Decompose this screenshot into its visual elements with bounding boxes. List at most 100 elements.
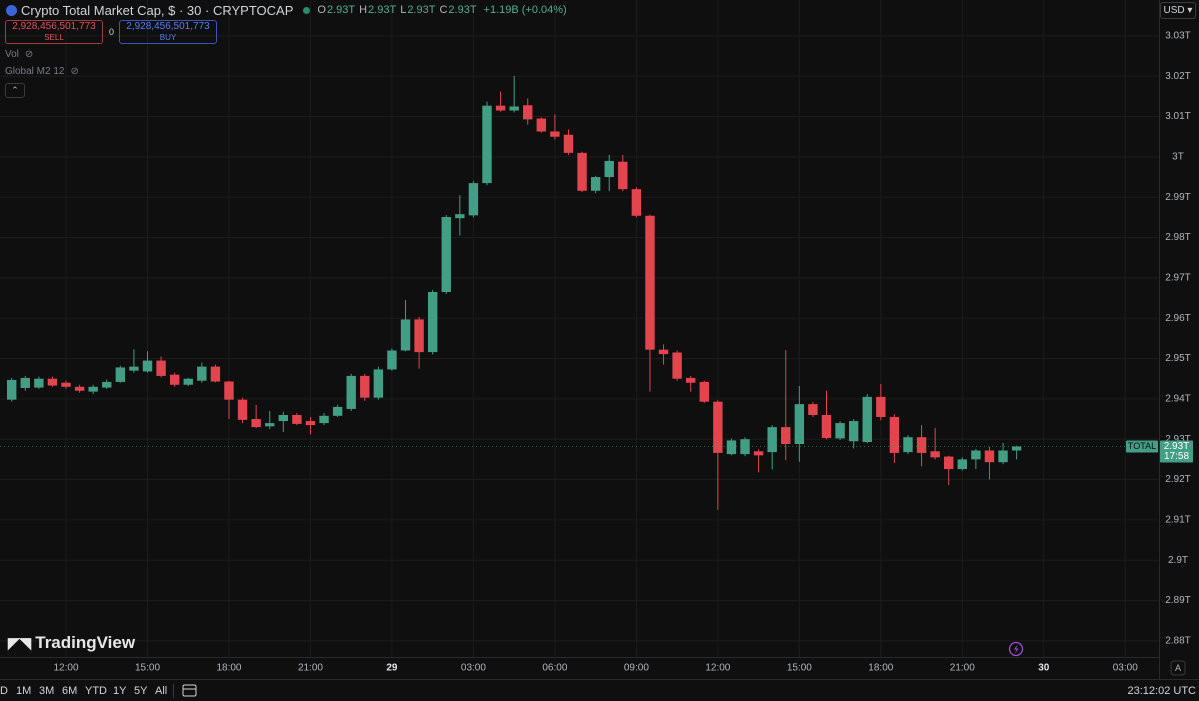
indicator-name: Vol	[5, 49, 19, 60]
ohlc-key: C	[439, 4, 448, 16]
range-button[interactable]: 3M	[39, 685, 55, 697]
y-tick-label: 2.89T	[1165, 595, 1191, 606]
candle-body	[1011, 446, 1022, 451]
x-tick-label: 29	[386, 663, 398, 674]
candle-body	[427, 292, 438, 353]
price-tag-box	[1160, 440, 1193, 463]
logo-mark: ◤◥	[7, 635, 35, 652]
candle-body	[550, 131, 560, 137]
symbol-tag-box	[1126, 440, 1158, 453]
candle-body	[862, 396, 872, 443]
candle-body	[876, 396, 886, 418]
candle-body	[332, 406, 343, 416]
range-button[interactable]: D	[0, 685, 8, 697]
x-tick-label: 12:00	[705, 663, 730, 674]
x-tick-label: 03:00	[1113, 663, 1138, 674]
candle-body	[903, 437, 913, 453]
candles	[7, 75, 1022, 510]
candle-body	[88, 386, 98, 392]
clock: 23:12:02 UTC	[1128, 685, 1197, 697]
x-tick-label: 03:00	[461, 663, 486, 674]
hidden-icon[interactable]: ⊘	[70, 66, 79, 77]
x-tick-label: 21:00	[950, 663, 975, 674]
candle-body	[767, 427, 777, 453]
indicator[interactable]: Global M2 12 ⊘	[5, 66, 79, 77]
candle-body	[563, 134, 574, 153]
y-tick-label: 2.96T	[1165, 313, 1191, 324]
candle-body	[305, 421, 316, 426]
candle-body	[47, 378, 58, 386]
range-button[interactable]: All	[155, 685, 168, 697]
y-tick-label: 2.97T	[1165, 273, 1191, 284]
candle-body	[658, 349, 669, 355]
candle-body	[808, 404, 818, 416]
ohlc-key: O	[317, 4, 326, 16]
candle-body	[984, 450, 995, 463]
candle-body	[971, 450, 981, 460]
range-button[interactable]: 1Y	[113, 685, 127, 697]
sell-button[interactable]: 2,928,456,501,773 SELL	[5, 20, 103, 44]
candle-body	[414, 319, 424, 353]
x-tick-label: 06:00	[542, 663, 567, 674]
candle-body	[400, 319, 411, 351]
y-tick-label: 2.9T	[1168, 555, 1188, 566]
x-tick-label: 09:00	[624, 663, 649, 674]
hidden-icon[interactable]: ⊘	[24, 49, 34, 60]
candle-body	[237, 399, 248, 420]
candle-body	[930, 451, 940, 458]
candle-body	[713, 401, 723, 453]
spread: 0	[109, 27, 115, 37]
candle-body	[210, 366, 221, 382]
indicator[interactable]: Vol ⊘	[5, 49, 33, 60]
y-tick-label: 2.88T	[1165, 636, 1191, 647]
candle-body	[944, 456, 954, 470]
candle-body	[169, 374, 180, 385]
range-button[interactable]: 6M	[62, 685, 78, 697]
candle-body	[889, 417, 900, 453]
ohlc-key: H	[359, 4, 368, 16]
candle-body	[495, 105, 506, 111]
candle-body	[509, 106, 519, 111]
sell-price: 2,928,456,501,773	[12, 21, 96, 32]
buy-button[interactable]: 2,928,456,501,773 BUY	[119, 20, 217, 44]
date-range-icon[interactable]	[182, 684, 197, 697]
candle-body	[957, 459, 967, 470]
ohlc: O 2.93T H 2.93T L 2.93T C 2.93T	[317, 4, 479, 16]
candle-body	[455, 214, 465, 219]
range-button[interactable]: 5Y	[134, 685, 148, 697]
candle-body	[61, 382, 71, 387]
buy-price: 2,928,456,501,773	[126, 21, 210, 32]
candle-body	[183, 378, 193, 385]
candle-body	[794, 404, 805, 445]
candle-body	[848, 421, 859, 442]
candle-body	[781, 427, 791, 445]
x-tick-label: 18:00	[216, 663, 241, 674]
currency-select[interactable]: USD ▾	[1160, 2, 1196, 19]
y-tick-label: 2.99T	[1165, 192, 1191, 203]
y-tick-label: 3.01T	[1165, 111, 1191, 122]
ohlc-value: 2.93T	[368, 4, 397, 16]
logo-word: TradingView	[35, 633, 136, 652]
candle-body	[265, 423, 275, 427]
symbol-icon	[6, 4, 17, 16]
candle-body	[102, 381, 112, 388]
candle-body	[156, 360, 166, 376]
auto-scale-label: A	[1175, 663, 1181, 673]
candle-body	[536, 118, 547, 132]
candle-body	[631, 189, 642, 216]
x-tick-label: 30	[1038, 663, 1050, 674]
candle-body	[686, 377, 696, 383]
symbol-title: Crypto Total Market Cap, $ · 30 · CRYPTO…	[21, 2, 294, 18]
collapse-button[interactable]: ⌃	[5, 83, 25, 98]
candle-body	[753, 451, 764, 456]
y-tick-label: 3.03T	[1165, 31, 1191, 42]
range-button[interactable]: 1M	[16, 685, 32, 697]
candle-body	[142, 360, 153, 372]
candle-body	[115, 367, 126, 382]
range-button[interactable]: YTD	[85, 685, 107, 697]
candle-body	[278, 415, 288, 422]
alert-icon[interactable]	[1008, 641, 1024, 657]
candle-body	[740, 439, 750, 455]
auto-scale-button[interactable]	[1170, 660, 1186, 676]
